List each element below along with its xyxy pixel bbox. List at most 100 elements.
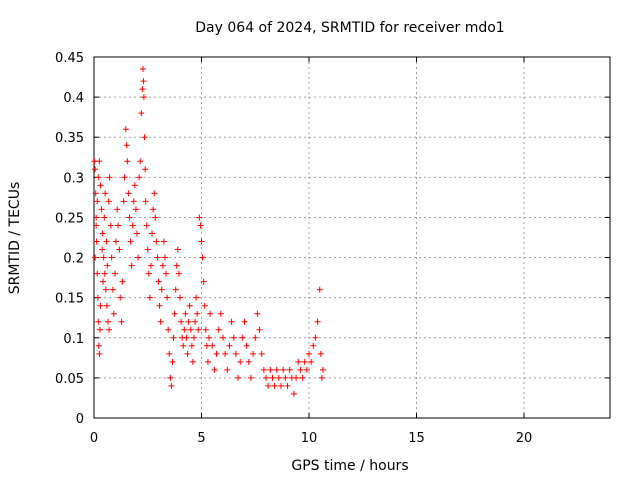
- y-tick-label: 0: [76, 412, 84, 427]
- data-point: [118, 318, 125, 325]
- y-tick-label: 0.35: [55, 131, 84, 146]
- data-point: [220, 334, 226, 341]
- data-point: [197, 222, 204, 229]
- data-point: [158, 286, 165, 293]
- data-point: [97, 182, 104, 189]
- data-point: [104, 262, 111, 269]
- data-point: [254, 310, 261, 317]
- data-point: [141, 134, 148, 141]
- data-point: [92, 190, 99, 197]
- data-point: [166, 350, 173, 357]
- y-tick-label: 0.3: [63, 171, 84, 186]
- data-point: [130, 198, 137, 205]
- data-point: [170, 334, 177, 341]
- data-point: [121, 174, 128, 181]
- data-point: [147, 262, 154, 269]
- data-point: [263, 374, 269, 381]
- data-point: [177, 294, 183, 301]
- data-point: [203, 342, 210, 349]
- data-point: [116, 246, 123, 253]
- data-point: [173, 262, 180, 269]
- data-point: [119, 278, 126, 285]
- data-point: [204, 358, 211, 365]
- data-point: [273, 366, 280, 373]
- data-point: [308, 358, 315, 365]
- data-point: [98, 206, 105, 213]
- data-point: [286, 366, 293, 373]
- data-point: [101, 270, 108, 277]
- data-point: [217, 310, 224, 317]
- data-point: [185, 318, 192, 325]
- data-point: [196, 214, 203, 221]
- data-point: [245, 358, 252, 365]
- data-point: [99, 246, 106, 253]
- data-point: [224, 366, 231, 373]
- data-point: [182, 310, 189, 317]
- data-point: [310, 342, 317, 349]
- data-point: [215, 326, 222, 333]
- data-point: [303, 366, 310, 373]
- data-point: [226, 342, 233, 349]
- data-point: [105, 198, 112, 205]
- data-point: [297, 366, 304, 373]
- data-point: [129, 222, 136, 229]
- data-point: [110, 310, 117, 317]
- data-point: [312, 334, 319, 341]
- data-point: [140, 94, 147, 101]
- data-point: [93, 238, 100, 245]
- data-point: [280, 366, 287, 373]
- data-point: [167, 374, 174, 381]
- data-point: [153, 238, 160, 245]
- data-point: [97, 302, 104, 309]
- data-point: [103, 238, 110, 245]
- data-point: [139, 86, 146, 93]
- data-point: [284, 382, 291, 389]
- data-point: [190, 334, 197, 341]
- data-point: [193, 294, 200, 301]
- y-tick-label: 0.45: [55, 51, 84, 66]
- data-point: [99, 230, 106, 237]
- data-point: [252, 334, 259, 341]
- data-point: [149, 230, 156, 237]
- data-point: [314, 318, 321, 325]
- data-point: [271, 382, 278, 389]
- data-point: [269, 374, 276, 381]
- data-point: [94, 270, 101, 277]
- data-point: [180, 342, 187, 349]
- data-point: [174, 246, 181, 253]
- data-point: [184, 350, 191, 357]
- data-point: [318, 374, 325, 381]
- data-point: [155, 278, 162, 285]
- data-point: [96, 350, 103, 357]
- data-point: [122, 126, 129, 133]
- x-tick-label: 15: [408, 431, 425, 446]
- data-point: [104, 318, 111, 325]
- data-point: [103, 302, 110, 309]
- data-point: [198, 238, 205, 245]
- data-point: [138, 110, 145, 117]
- x-axis-ticks: 0 5 10 15 20: [90, 57, 532, 446]
- data-point: [146, 294, 153, 301]
- data-point: [306, 350, 312, 357]
- x-axis-label: GPS time / hours: [291, 458, 408, 474]
- data-point: [106, 174, 113, 181]
- y-tick-label: 0.25: [55, 211, 84, 226]
- data-point: [112, 238, 119, 245]
- data-point: [239, 334, 246, 341]
- data-point: [128, 262, 135, 269]
- data-point: [317, 350, 324, 357]
- data-point: [230, 334, 237, 341]
- data-point: [100, 278, 107, 285]
- data-point: [140, 66, 147, 73]
- data-point: [213, 350, 220, 357]
- chart-title: Day 064 of 2024, SRMTID for receiver mdo…: [195, 20, 504, 36]
- data-point: [154, 254, 161, 261]
- data-point: [243, 342, 250, 349]
- data-point: [165, 326, 172, 333]
- data-point: [192, 318, 199, 325]
- data-point: [187, 326, 194, 333]
- data-point: [232, 350, 239, 357]
- data-point: [188, 342, 195, 349]
- data-point: [96, 158, 103, 165]
- data-point: [181, 326, 188, 333]
